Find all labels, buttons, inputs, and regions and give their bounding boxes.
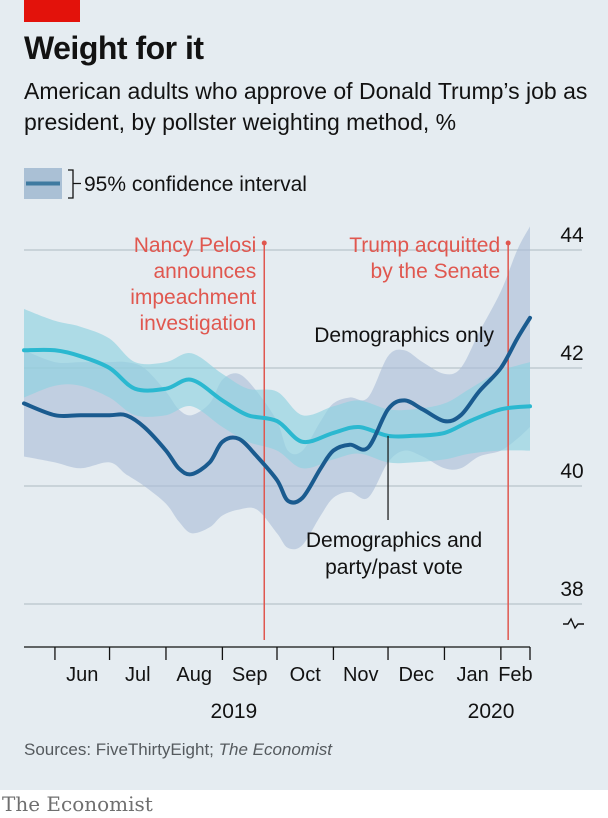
series-line-demographics-party [22,347,532,445]
year-label-2020: 2020 [468,700,515,723]
x-tick-label-feb: Feb [498,664,532,686]
source-prefix: Sources: FiveThirtyEight; [24,740,219,759]
chart-subtitle: American adults who approve of Donald Tr… [24,78,588,135]
brand-wordmark: The Economist [2,792,153,816]
x-tick-label-nov: Nov [343,664,379,686]
legend-bracket-icon [68,169,81,199]
source-italic: The Economist [218,740,333,759]
x-tick-label-oct: Oct [290,664,322,686]
legend: 95% confidence interval [24,168,307,199]
event-label-1-line-0: Trump acquitted [349,234,500,257]
ci-band-demographics-only [24,226,530,550]
x-tick-label-jul: Jul [125,664,151,686]
legend-label: 95% confidence interval [84,173,307,196]
y-tick-label-40: 40 [560,460,583,483]
x-tick-label-aug: Aug [176,664,212,686]
x-tick-label-dec: Dec [398,664,434,686]
economist-red-bar [24,0,80,22]
series-annotation-demographics-only: Demographics only [314,324,494,347]
x-tick-label-jan: Jan [457,664,489,686]
chart-title: Weight for it [24,30,204,66]
series-annotation-demographics-party-line-0: Demographics and [306,529,482,552]
event-dot-0 [261,240,267,246]
x-tick-label-sep: Sep [232,664,268,686]
chart-svg: 38 40 42 44 Nancy Pelosi announces impeachment… [22,168,584,723]
event-label-0-line-1: announces [153,260,256,283]
x-tick-label-jun: Jun [66,664,98,686]
axis-break-icon [563,617,584,630]
event-label-0-line-2: impeachment [130,286,256,309]
series-annotation-demographics-party-line-1: party/past vote [325,556,463,579]
ci-band-demographics-party [24,309,530,469]
y-tick-label-38: 38 [560,578,583,601]
event-dot-1 [505,240,511,246]
source-note: Sources: FiveThirtyEight; The Economist [24,740,332,760]
event-label-1-line-1: by the Senate [371,260,501,283]
event-label-0-line-0: Nancy Pelosi [134,234,257,257]
year-label-2019: 2019 [211,700,258,723]
y-tick-label-44: 44 [560,224,584,247]
event-label-0-line-3: investigation [140,312,257,335]
y-tick-label-42: 42 [560,342,583,365]
series-line-demographics-only [22,315,532,505]
